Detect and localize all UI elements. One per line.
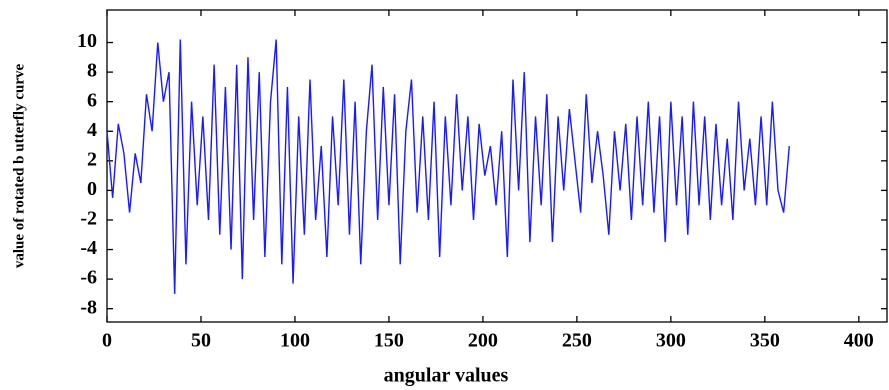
data-line (106, 39, 790, 294)
y-tick-label: -2 (80, 208, 97, 230)
y-tick-label: 4 (87, 119, 97, 141)
x-axis-title: angular values (384, 365, 509, 387)
y-tick-label: 8 (87, 60, 97, 82)
plot-frame (106, 9, 888, 323)
y-axis-title: value of rotated b utterfly curve (11, 64, 27, 269)
y-tick-label: -6 (80, 267, 97, 289)
y-tick-label: 10 (77, 30, 97, 52)
x-tick-label: 100 (280, 330, 310, 352)
x-tick-label: 0 (102, 330, 112, 352)
x-tick-label: 150 (374, 330, 404, 352)
y-tick-label: 6 (87, 89, 97, 111)
x-tick-label: 250 (562, 330, 592, 352)
x-tick-label: 200 (468, 330, 498, 352)
y-tick-label: 0 (87, 178, 97, 200)
x-tick-label: 400 (844, 330, 874, 352)
x-tick-label: 300 (656, 330, 686, 352)
y-tick-label: -8 (80, 296, 97, 318)
x-tick-label: 50 (191, 330, 211, 352)
x-tick-label: 350 (750, 330, 780, 352)
y-tick-label: 2 (87, 148, 97, 170)
y-tick-label: -4 (80, 237, 97, 259)
